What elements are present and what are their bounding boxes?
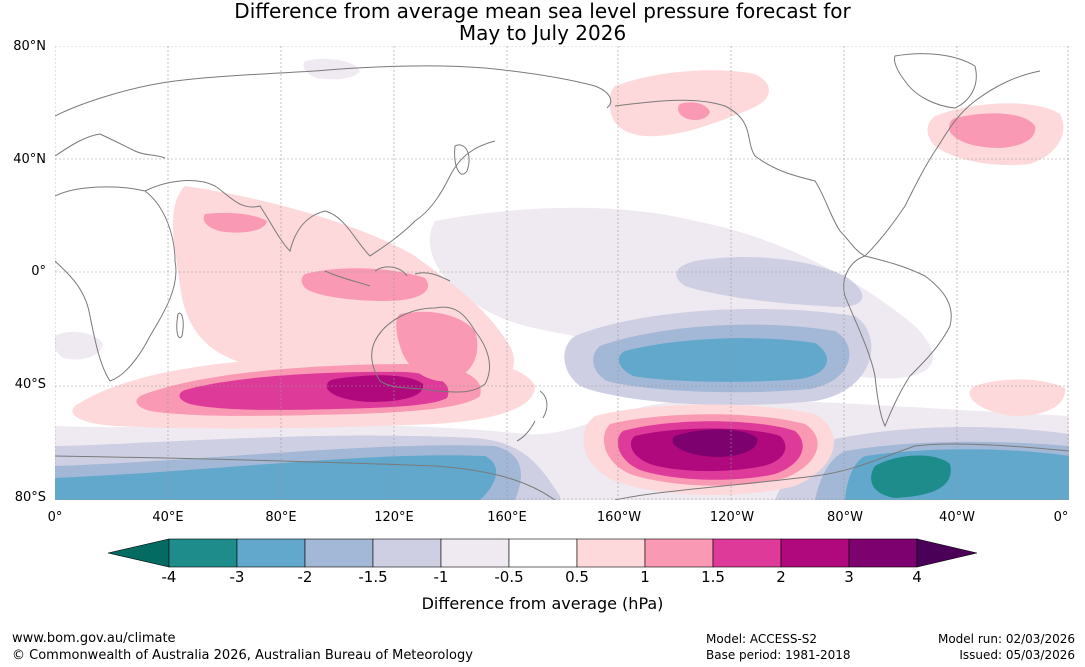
title-line-2: May to July 2026	[458, 21, 627, 45]
lon-label-120w: 120°W	[709, 510, 755, 525]
anomaly-region-neg-4-antarctic	[871, 455, 951, 498]
colorbar-bin	[236, 538, 306, 568]
coast-australia	[371, 306, 490, 393]
coast-eurasia-north	[55, 65, 612, 117]
anomaly-region-neg-1-pacific	[676, 256, 863, 307]
colorbar-bin	[848, 538, 918, 568]
coast-greenland	[894, 53, 977, 109]
coast-japan	[454, 144, 470, 175]
lat-label-40s: 40°S	[14, 377, 46, 392]
pressure-anomaly-map	[55, 46, 1069, 500]
coast-new-zealand	[516, 390, 548, 442]
anomaly-region-pos-1-australia	[396, 311, 478, 382]
anomaly-region-pos-1-natl	[949, 113, 1036, 148]
footer-base-period: Base period: 1981-2018	[706, 648, 851, 662]
anomaly-region-neg-2-epac	[618, 338, 827, 382]
footer-model-run: Model run: 02/03/2026	[937, 632, 1075, 646]
lon-label-0: 0°	[47, 510, 63, 525]
chart-title: Difference from average mean sea level p…	[0, 0, 1085, 44]
lat-label-eq: 0°	[31, 264, 46, 279]
coastlines	[55, 53, 1069, 500]
colorbar-bin	[644, 538, 714, 568]
footer-website[interactable]: www.bom.gov.au/climate	[12, 631, 176, 646]
anomaly-region-neg-0-5-arctic	[303, 58, 360, 80]
footer-model: Model: ACCESS-S2	[706, 632, 818, 646]
lat-label-80s: 80°S	[14, 490, 46, 505]
coast-indonesia	[324, 266, 451, 287]
colorbar-under-arrow	[107, 538, 170, 568]
colorbar	[105, 538, 980, 578]
coast-madagascar	[176, 312, 184, 338]
colorbar-bin	[508, 538, 578, 568]
map-canvas	[55, 46, 1069, 500]
coast-antarctica	[55, 443, 1069, 500]
colorbar-label: Difference from average (hPa)	[421, 594, 664, 613]
anomaly-region-pos-1-arabia	[203, 212, 267, 233]
colorbar-tick-label: -1	[433, 568, 449, 586]
title-line-1: Difference from average mean sea level p…	[234, 0, 851, 23]
coast-europe	[55, 133, 166, 159]
footer-copyright: © Commonwealth of Australia 2026, Austra…	[12, 648, 473, 663]
colorbar-tick-label: 1	[640, 568, 650, 586]
colorbar-tick-label: -2	[297, 568, 313, 586]
lon-label-0-end: 0°	[1053, 510, 1069, 525]
lat-label-80n: 80°N	[13, 39, 46, 54]
colorbar-tick-label: -3	[229, 568, 245, 586]
lon-label-160e: 160°E	[487, 510, 527, 525]
colorbar-tick-label: -1.5	[358, 568, 388, 586]
colorbar-bin	[168, 538, 238, 568]
colorbar-bin	[372, 538, 442, 568]
colorbar-over-arrow	[916, 538, 978, 568]
anomaly-region-pos-0-5-satl	[969, 379, 1066, 416]
lon-label-80e: 80°E	[265, 510, 297, 525]
colorbar-tick-label: 4	[912, 568, 922, 586]
colorbar-tick-label: 1.5	[701, 568, 725, 586]
graticule	[55, 46, 1069, 500]
coast-asia-south	[144, 140, 496, 257]
anomaly-region-neg-0-5-africa	[55, 331, 103, 360]
colorbar-svg	[107, 538, 978, 568]
colorbar-tick-label: 2	[776, 568, 786, 586]
anomaly-region-pos-3-spac	[672, 429, 758, 457]
colorbar-tick-label: 3	[844, 568, 854, 586]
colorbar-bin	[440, 538, 510, 568]
lat-label-40n: 40°N	[13, 152, 46, 167]
footer-issued: Issued: 05/03/2026	[959, 648, 1075, 662]
coast-south-america	[843, 255, 952, 428]
lon-label-120e: 120°E	[374, 510, 414, 525]
lon-label-40e: 40°E	[152, 510, 184, 525]
anomaly-region-neg-3-south	[55, 455, 497, 500]
lon-label-160w: 160°W	[596, 510, 642, 525]
coast-north-america	[614, 70, 1041, 257]
lon-label-80w: 80°W	[827, 510, 863, 525]
colorbar-tick-label: -0.5	[494, 568, 524, 586]
anomaly-region-pos-1-alaska	[677, 102, 710, 120]
colorbar-bin	[712, 538, 782, 568]
colorbar-bin	[576, 538, 646, 568]
colorbar-bin	[780, 538, 850, 568]
coast-africa	[55, 186, 177, 382]
lon-label-40w: 40°W	[939, 510, 975, 525]
anomaly-region-pos-2-southern	[326, 375, 424, 402]
anomaly-shading	[55, 58, 1069, 500]
colorbar-tick-label: 0.5	[565, 568, 589, 586]
colorbar-bin	[304, 538, 374, 568]
colorbar-tick-label: -4	[161, 568, 177, 586]
